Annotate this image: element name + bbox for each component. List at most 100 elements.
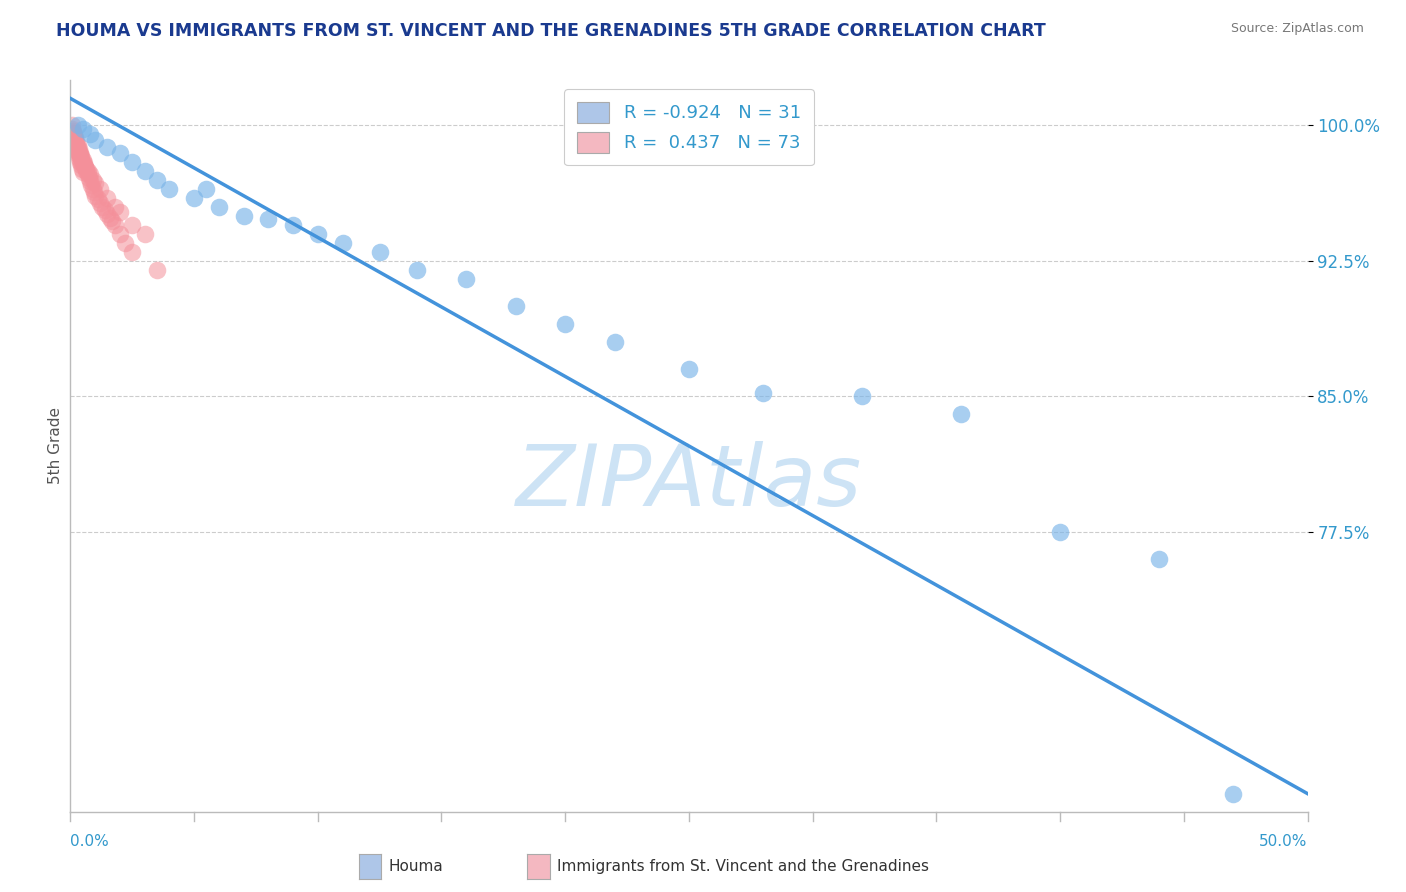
Point: [108, 205, 131, 219]
Point: [67, 142, 90, 156]
Point: [104, 218, 127, 232]
Point: [307, 227, 329, 241]
Point: [72, 156, 94, 170]
Text: Source: ZipAtlas.com: Source: ZipAtlas.com: [1230, 22, 1364, 36]
Point: [157, 181, 180, 195]
Point: [73, 156, 96, 170]
Text: ZIPAtlas: ZIPAtlas: [516, 441, 862, 524]
Point: [66, 138, 89, 153]
Point: [89, 196, 111, 211]
Point: [69, 154, 91, 169]
Point: [66, 119, 89, 133]
Point: [65, 135, 87, 149]
Point: [65, 138, 87, 153]
Point: [603, 335, 626, 350]
Point: [851, 389, 873, 403]
Point: [69, 151, 91, 165]
Point: [65, 136, 87, 151]
Point: [96, 191, 118, 205]
Point: [1147, 552, 1170, 566]
Point: [82, 172, 104, 186]
Point: [94, 203, 117, 218]
Point: [84, 189, 107, 203]
Point: [66, 140, 89, 154]
Point: [104, 200, 127, 214]
Point: [405, 263, 427, 277]
Point: [108, 227, 131, 241]
Point: [77, 170, 100, 185]
Point: [554, 317, 576, 331]
Point: [62, 128, 84, 142]
Point: [678, 362, 700, 376]
Point: [108, 145, 131, 160]
Point: [69, 147, 91, 161]
Legend: R = -0.924   N = 31, R =  0.437   N = 73: R = -0.924 N = 31, R = 0.437 N = 73: [564, 89, 814, 165]
Point: [63, 129, 86, 144]
Point: [79, 174, 101, 188]
Text: Immigrants from St. Vincent and the Grenadines: Immigrants from St. Vincent and the Gren…: [557, 859, 929, 873]
Point: [101, 214, 124, 228]
Point: [146, 172, 169, 186]
Point: [63, 131, 86, 145]
Point: [950, 408, 973, 422]
Point: [67, 144, 90, 158]
Point: [65, 131, 87, 145]
Point: [332, 235, 354, 250]
Text: HOUMA VS IMMIGRANTS FROM ST. VINCENT AND THE GRENADINES 5TH GRADE CORRELATION CH: HOUMA VS IMMIGRANTS FROM ST. VINCENT AND…: [56, 22, 1046, 40]
Point: [134, 227, 156, 241]
Point: [75, 160, 97, 174]
Point: [67, 151, 90, 165]
Point: [121, 218, 143, 232]
Point: [96, 207, 118, 221]
Point: [72, 165, 94, 179]
Point: [72, 153, 94, 167]
Point: [86, 193, 108, 207]
Point: [83, 186, 105, 200]
Y-axis label: 5th Grade: 5th Grade: [48, 408, 63, 484]
Point: [134, 163, 156, 178]
Point: [80, 178, 103, 192]
Point: [121, 244, 143, 259]
Point: [75, 160, 97, 174]
Point: [79, 128, 101, 142]
Point: [114, 235, 136, 250]
Point: [75, 161, 97, 176]
Point: [67, 147, 90, 161]
Point: [63, 128, 86, 142]
Text: 50.0%: 50.0%: [1260, 834, 1308, 849]
Point: [69, 145, 91, 160]
Point: [121, 154, 143, 169]
Point: [368, 244, 391, 259]
Point: [257, 212, 280, 227]
Point: [89, 181, 111, 195]
Point: [1222, 787, 1244, 801]
Text: 0.0%: 0.0%: [70, 834, 110, 849]
Point: [60, 119, 83, 133]
Point: [91, 200, 114, 214]
Point: [79, 167, 101, 181]
Point: [84, 133, 107, 147]
Point: [183, 191, 205, 205]
Point: [505, 299, 527, 313]
Point: [62, 124, 84, 138]
Point: [281, 218, 304, 232]
Point: [752, 385, 775, 400]
Point: [60, 126, 83, 140]
Point: [73, 158, 96, 172]
Point: [72, 122, 94, 136]
Point: [96, 140, 118, 154]
Point: [98, 211, 121, 225]
Point: [65, 136, 87, 151]
Point: [84, 176, 107, 190]
Point: [146, 263, 169, 277]
Point: [70, 154, 93, 169]
Point: [66, 144, 89, 158]
Point: [456, 272, 478, 286]
Point: [67, 145, 90, 160]
Point: [70, 161, 93, 176]
Point: [232, 209, 254, 223]
Point: [62, 129, 84, 144]
Point: [195, 181, 218, 195]
Point: [65, 140, 87, 154]
Point: [66, 142, 89, 156]
